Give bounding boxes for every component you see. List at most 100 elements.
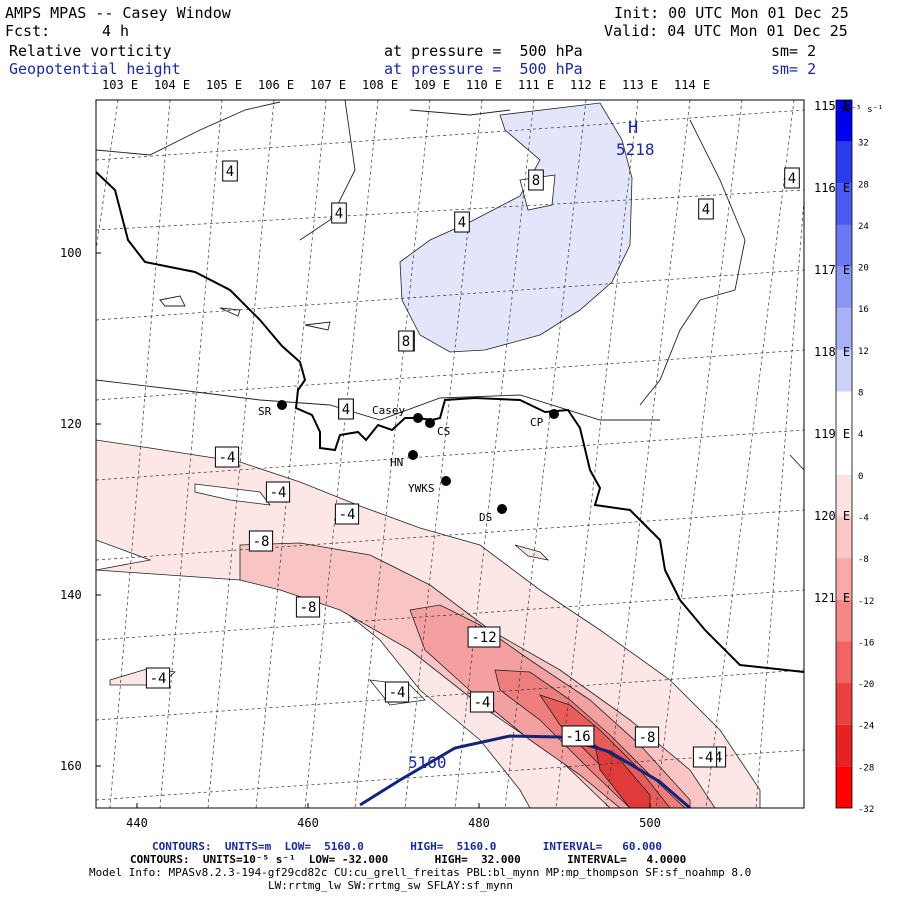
vorticity-labels: 4448884484-4-4-4-8-8-12-4-4-4-16-8-4-4 (145, 160, 800, 768)
colorbar-swatch (836, 391, 852, 434)
colorbar-unit: 10⁻⁵ s⁻¹ (840, 105, 883, 115)
field2-name: Geopotential height (9, 60, 181, 78)
colorbar-label: -16 (858, 638, 874, 648)
vorticity-contour-label: -4 (265, 481, 291, 503)
x-tick-label: 480 (468, 816, 490, 830)
vorticity-contour-label: 4 (698, 198, 714, 220)
svg-text:8: 8 (402, 334, 410, 350)
colorbar-swatch (836, 308, 852, 350)
svg-text:-4: -4 (150, 671, 167, 687)
svg-text:-8: -8 (300, 600, 317, 616)
colorbar-label: 4 (858, 430, 863, 440)
colorbar-swatch (836, 724, 852, 767)
svg-text:-16: -16 (565, 729, 590, 745)
colorbar-label: 16 (858, 305, 869, 315)
colorbar-label: -32 (858, 805, 874, 815)
svg-text:-12: -12 (471, 630, 496, 646)
field1-smoothing: sm= 2 (771, 42, 817, 60)
field1-name: Relative vorticity (9, 42, 172, 60)
station-dot-casey (413, 413, 423, 423)
right-longitude-label: 115 E (814, 99, 850, 113)
valid-time: Valid: 04 UTC Mon 01 Dec 25 (604, 22, 848, 40)
svg-text:-4: -4 (389, 685, 406, 701)
svg-text:4: 4 (702, 202, 710, 218)
top-longitude-label: 104 E (154, 78, 190, 92)
station-dot-cs (425, 418, 435, 428)
right-longitude-label: 117 E (814, 263, 850, 277)
station-markers (277, 400, 559, 514)
station-label-cs: CS (437, 425, 450, 438)
vorticity-contour-label: 4 (222, 160, 238, 182)
station-dot-ywks (441, 476, 451, 486)
coastline (96, 171, 804, 673)
station-dot-sr (277, 400, 287, 410)
x-tick-label: 460 (297, 816, 319, 830)
svg-text:4: 4 (226, 164, 234, 180)
right-longitude-labels: 115 E 116 E 117 E 118 E 119 E 120 E 121 E (814, 99, 850, 605)
station-dot-ds (497, 504, 507, 514)
right-longitude-label: 120 E (814, 509, 850, 523)
station-label-ds: DS (479, 511, 492, 524)
init-time: Init: 00 UTC Mon 01 Dec 25 (614, 4, 849, 22)
plot-frame (95, 99, 805, 809)
x-tick-label: 500 (639, 816, 661, 830)
vorticity-contour-label: 8 (528, 169, 544, 191)
vorticity-contour-label: -8 (634, 726, 660, 748)
vorticity-contour-label: -4 (145, 667, 171, 689)
vorticity-contour-label: -4 (469, 691, 495, 713)
colorbar-label: -24 (858, 722, 874, 732)
y-tick-label: 100 (60, 246, 82, 260)
colorbar-swatch (836, 266, 852, 309)
high-center-letter: H (628, 118, 638, 138)
svg-text:-4: -4 (339, 507, 356, 523)
colorbar-label: 32 (858, 139, 869, 149)
field2-smoothing: sm= 2 (771, 60, 817, 78)
vorticity-contour-label: -8 (248, 530, 274, 552)
vorticity-contour-label: -4 (334, 503, 360, 525)
top-longitude-label: 105 E (206, 78, 242, 92)
colorbar: 32 28 24 20 16 12 8 4 0 -4 -8 -12 -16 -20 -24 -28 -32 (835, 99, 874, 815)
contours-vorticity-info: CONTOURS: UNITS=10⁻⁵ s⁻¹ LOW= -32.000 HI… (130, 853, 687, 866)
forecast-hour: 4 h (102, 22, 130, 40)
colorbar-swatch (836, 474, 852, 517)
colorbar-label: 8 (858, 389, 863, 399)
colorbar-label: 0 (858, 472, 863, 482)
colorbar-swatch (836, 349, 852, 392)
right-longitude-label: 121 E (814, 591, 850, 605)
colorbar-swatch (836, 100, 852, 142)
vorticity-contour-label: -8 (295, 596, 321, 618)
station-label-ywks: YWKS (408, 482, 435, 495)
colorbar-label: -28 (858, 763, 874, 773)
vorticity-shading (96, 102, 761, 808)
model-info-line2: LW:rrtmg_lw SW:rrtmg_sw SFLAY:sf_mynn (268, 879, 514, 892)
svg-text:4: 4 (788, 171, 796, 187)
vorticity-contour-label: 4 (338, 398, 354, 420)
colorbar-label: 20 (858, 264, 869, 274)
y-tick-label: 120 (60, 417, 82, 431)
colorbar-label: 12 (858, 347, 869, 357)
colorbar-label: -12 (858, 597, 874, 607)
station-label-casey: Casey (372, 404, 405, 417)
top-longitude-label: 112 E (570, 78, 606, 92)
svg-text:-4: -4 (219, 450, 236, 466)
high-center-value: 5218 (616, 140, 655, 159)
height-contour-5160 (359, 734, 691, 808)
height-label-5160: 5160 (408, 753, 447, 772)
y-tick-label: 140 (60, 588, 82, 602)
colorbar-label: 28 (858, 180, 869, 190)
top-longitude-label: 113 E (622, 78, 658, 92)
svg-text:-8: -8 (639, 730, 656, 746)
colorbar-swatch (836, 224, 852, 267)
top-longitude-label: 107 E (310, 78, 346, 92)
vorticity-contour-label: 4 (784, 167, 800, 189)
vorticity-contour-label: -4 (692, 746, 718, 768)
lat-lon-grid (96, 100, 804, 808)
colorbar-label: -20 (858, 680, 874, 690)
x-axis-ticks: 440 460 480 500 (126, 803, 661, 830)
map-title: AMPS MPAS -- Casey Window (5, 4, 231, 22)
top-longitude-label: 109 E (414, 78, 450, 92)
station-dot-cp (549, 409, 559, 419)
svg-text:-4: -4 (697, 750, 714, 766)
colorbar-swatch (836, 766, 852, 808)
